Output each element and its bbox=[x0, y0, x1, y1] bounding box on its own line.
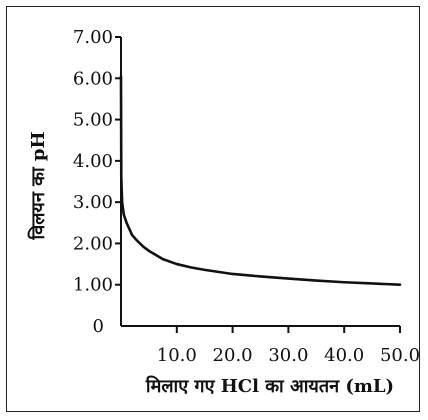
x-tick-label: 10.0 bbox=[157, 345, 197, 366]
y-tick-label: 3.00 bbox=[73, 192, 113, 213]
series-line bbox=[119, 74, 402, 287]
x-tick-label: 30.0 bbox=[268, 345, 308, 366]
x-axis-title: मिलाए गए HCl का आयतन (mL) bbox=[145, 375, 394, 397]
y-tick-label: 7.00 bbox=[73, 27, 113, 48]
series-group bbox=[119, 74, 402, 287]
y-tick-label: 1.00 bbox=[73, 275, 113, 296]
x-tick-label: 50.0 bbox=[380, 345, 420, 366]
y-axis-title: विलयन का pH bbox=[27, 132, 49, 241]
y-tick-label: 6.00 bbox=[73, 68, 113, 89]
y-tick-label: 4.00 bbox=[73, 151, 113, 172]
y-tick-label: 2.00 bbox=[73, 233, 113, 254]
x-tick-label: 40.0 bbox=[324, 345, 364, 366]
figure-border bbox=[6, 6, 420, 412]
y-tick-label: 5.00 bbox=[73, 110, 113, 131]
x-tick-label: 20.0 bbox=[213, 345, 253, 366]
y-axis-ticks: 0 1.00 2.00 3.00 4.00 5.00 6.00 7.00 bbox=[73, 27, 121, 337]
x-axis-ticks: 10.0 20.0 30.0 40.0 50.0 bbox=[157, 326, 420, 366]
y-tick-label: 0 bbox=[93, 316, 104, 337]
